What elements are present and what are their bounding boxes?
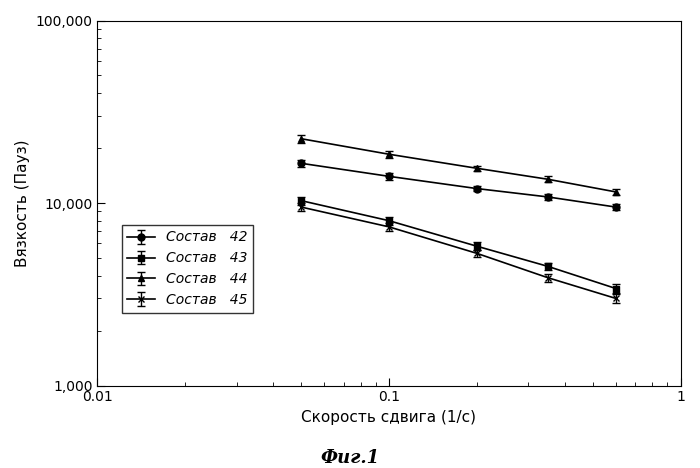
Y-axis label: Вязкость (Пауз): Вязкость (Пауз): [15, 139, 30, 267]
X-axis label: Скорость сдвига (1/с): Скорость сдвига (1/с): [302, 410, 477, 425]
Legend: Состав   42, Состав   43, Состав   44, Состав   45: Состав 42, Состав 43, Состав 44, Состав …: [122, 225, 253, 313]
Text: Фиг.1: Фиг.1: [321, 449, 379, 468]
